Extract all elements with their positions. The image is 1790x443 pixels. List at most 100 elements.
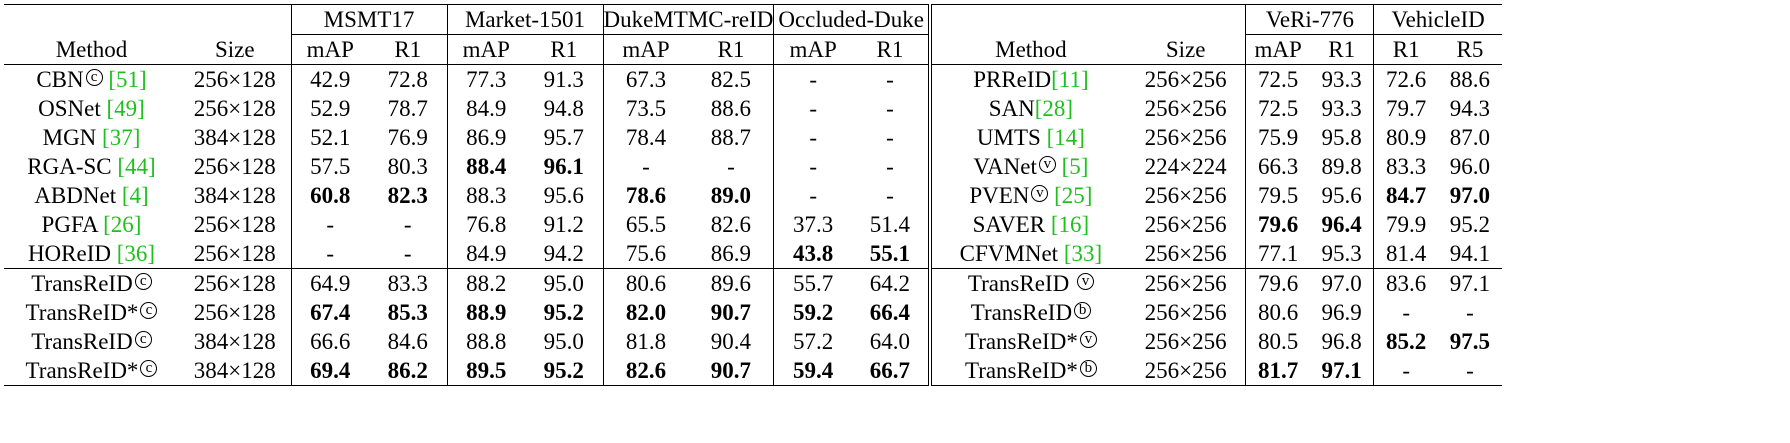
input-size: 256×128 [179, 268, 291, 298]
metric-value: 80.5 [1245, 327, 1310, 356]
table-row: PGFA [26] 256×128- -76.8 91.2 65.5 82.6 37.3 51… [4, 210, 1502, 239]
metric-value: 59.4 [773, 356, 852, 386]
metric-value: 95.6 [1321, 183, 1362, 208]
metric-value: 95.2 [543, 358, 584, 383]
metric-value: - [403, 212, 412, 237]
results-table-container: MSMT17 Market-1501 DukeMTMC-reID Occlude… [4, 4, 1502, 386]
metric-value: 95.0 [525, 268, 603, 298]
metric-value: - [1466, 300, 1474, 325]
metric-value: 75.6 [602, 239, 689, 269]
table-row: TransReID* c 384×128 69.4 86.2 89.5 95.2 82.6 90… [4, 356, 1502, 386]
metric-value: 95.8 [1321, 125, 1362, 150]
metric-value: 93.3 [1309, 64, 1374, 94]
citation: [51] [102, 67, 147, 92]
column-header: R1 [1328, 37, 1356, 62]
metric-value: 55.1 [869, 241, 911, 266]
circled-letter-badge: c [140, 360, 158, 377]
input-size: 256×256 [1144, 212, 1227, 237]
metric-value: 43.8 [773, 239, 852, 269]
table-row: RGA-SC [44] 256×128 57.5 80.3 88.4 96.1- - - - VA… [4, 152, 1502, 181]
metric-value: - [773, 181, 852, 210]
metric-value: 88.4 [446, 152, 525, 181]
metric-value: 76.8 [446, 210, 525, 239]
metric-value: - [851, 64, 930, 94]
metric-value: 95.2 [543, 300, 584, 325]
metric-value: 89.6 [688, 268, 774, 298]
metric-value: 67.3 [602, 64, 689, 94]
group-header: Market-1501 [446, 4, 603, 35]
input-size: 256×256 [1144, 125, 1227, 150]
input-size: 384×128 [193, 358, 276, 383]
metric-value: 57.5 [290, 152, 369, 181]
metric-value: 97.1 [1321, 358, 1362, 383]
column-header: R1 [717, 37, 745, 62]
column-header: R5 [1456, 37, 1484, 62]
metric-value: 75.9 [1245, 123, 1310, 152]
input-size: 256×256 [1144, 183, 1227, 208]
metric-value: 72.5 [1245, 94, 1310, 123]
metric-value: 77.3 [446, 64, 525, 94]
metric-value: - [602, 152, 689, 181]
circled-letter-badge: v [1076, 273, 1094, 290]
column-header: mAP [446, 34, 525, 65]
metric-value: 88.6 [710, 96, 752, 121]
metric-value: 82.6 [602, 356, 689, 386]
metric-value: 82.3 [387, 183, 428, 208]
method-name: TransReID* c [4, 298, 179, 327]
input-size: 384×128 [193, 183, 276, 208]
column-header: Method [995, 36, 1067, 62]
metric-value: 80.6 [1245, 298, 1310, 327]
metric-value: 59.2 [773, 298, 852, 327]
method-name: TransReID* c [4, 356, 179, 386]
metric-value: 79.6 [1245, 268, 1310, 298]
results-table: MSMT17 Market-1501 DukeMTMC-reID Occlude… [4, 4, 1502, 386]
citation: [28] [1034, 96, 1074, 121]
metric-value: 80.9 [1373, 123, 1438, 152]
method-name: HOReID [36] [27, 241, 156, 266]
column-header: Method [55, 36, 128, 62]
method-name: TransReID c [4, 327, 179, 356]
method-name: RGA-SC [44] [27, 154, 156, 179]
metric-value: - [773, 152, 852, 181]
input-size: 256×128 [193, 96, 276, 121]
input-size: 256×128 [193, 154, 276, 179]
metric-value: 94.2 [543, 241, 584, 266]
method-name: SAVER [16] [972, 212, 1090, 237]
metric-value: 88.9 [446, 298, 525, 327]
metric-value: 82.5 [688, 64, 774, 94]
citation: [14] [1046, 125, 1085, 150]
citation: [5] [1055, 154, 1089, 179]
metric-value: 79.9 [1373, 210, 1438, 239]
circled-letter-badge: c [134, 331, 152, 348]
metric-value: 84.6 [387, 329, 428, 354]
metric-value: 94.1 [1449, 241, 1491, 266]
metric-value: 64.0 [869, 329, 911, 354]
metric-value: - [886, 183, 894, 208]
citation: [11] [1051, 67, 1089, 92]
metric-value: 89.5 [446, 356, 525, 386]
citation: [25] [1048, 183, 1093, 208]
metric-value: 97.0 [1449, 183, 1491, 208]
metric-value: 84.7 [1373, 181, 1438, 210]
metric-value: - [886, 125, 894, 150]
input-size: 256×256 [1144, 241, 1227, 266]
metric-value: 89.8 [1321, 154, 1362, 179]
method-name: PGFA [26] [41, 212, 142, 237]
citation: [16] [1050, 212, 1090, 237]
citation: [36] [116, 241, 156, 266]
metric-value: 81.7 [1245, 356, 1310, 386]
metric-value: - [773, 94, 852, 123]
metric-value: 52.1 [290, 123, 369, 152]
input-size: 256×128 [179, 64, 291, 94]
method-name: VANet v [5] [973, 154, 1089, 179]
metric-value: 67.4 [290, 298, 369, 327]
metric-value: 78.4 [602, 123, 689, 152]
column-header: R1 [550, 37, 578, 62]
metric-value: 91.3 [525, 64, 603, 94]
column-header: Size [214, 36, 255, 62]
table-row: OSNet [49] 256×128 52.9 78.7 84.9 94.8 73.5 88.… [4, 94, 1502, 123]
circled-letter-badge: c [140, 302, 158, 319]
metric-value: 96.8 [1321, 329, 1362, 354]
column-header: R1 [394, 37, 422, 62]
metric-value: 96.9 [1321, 300, 1362, 325]
